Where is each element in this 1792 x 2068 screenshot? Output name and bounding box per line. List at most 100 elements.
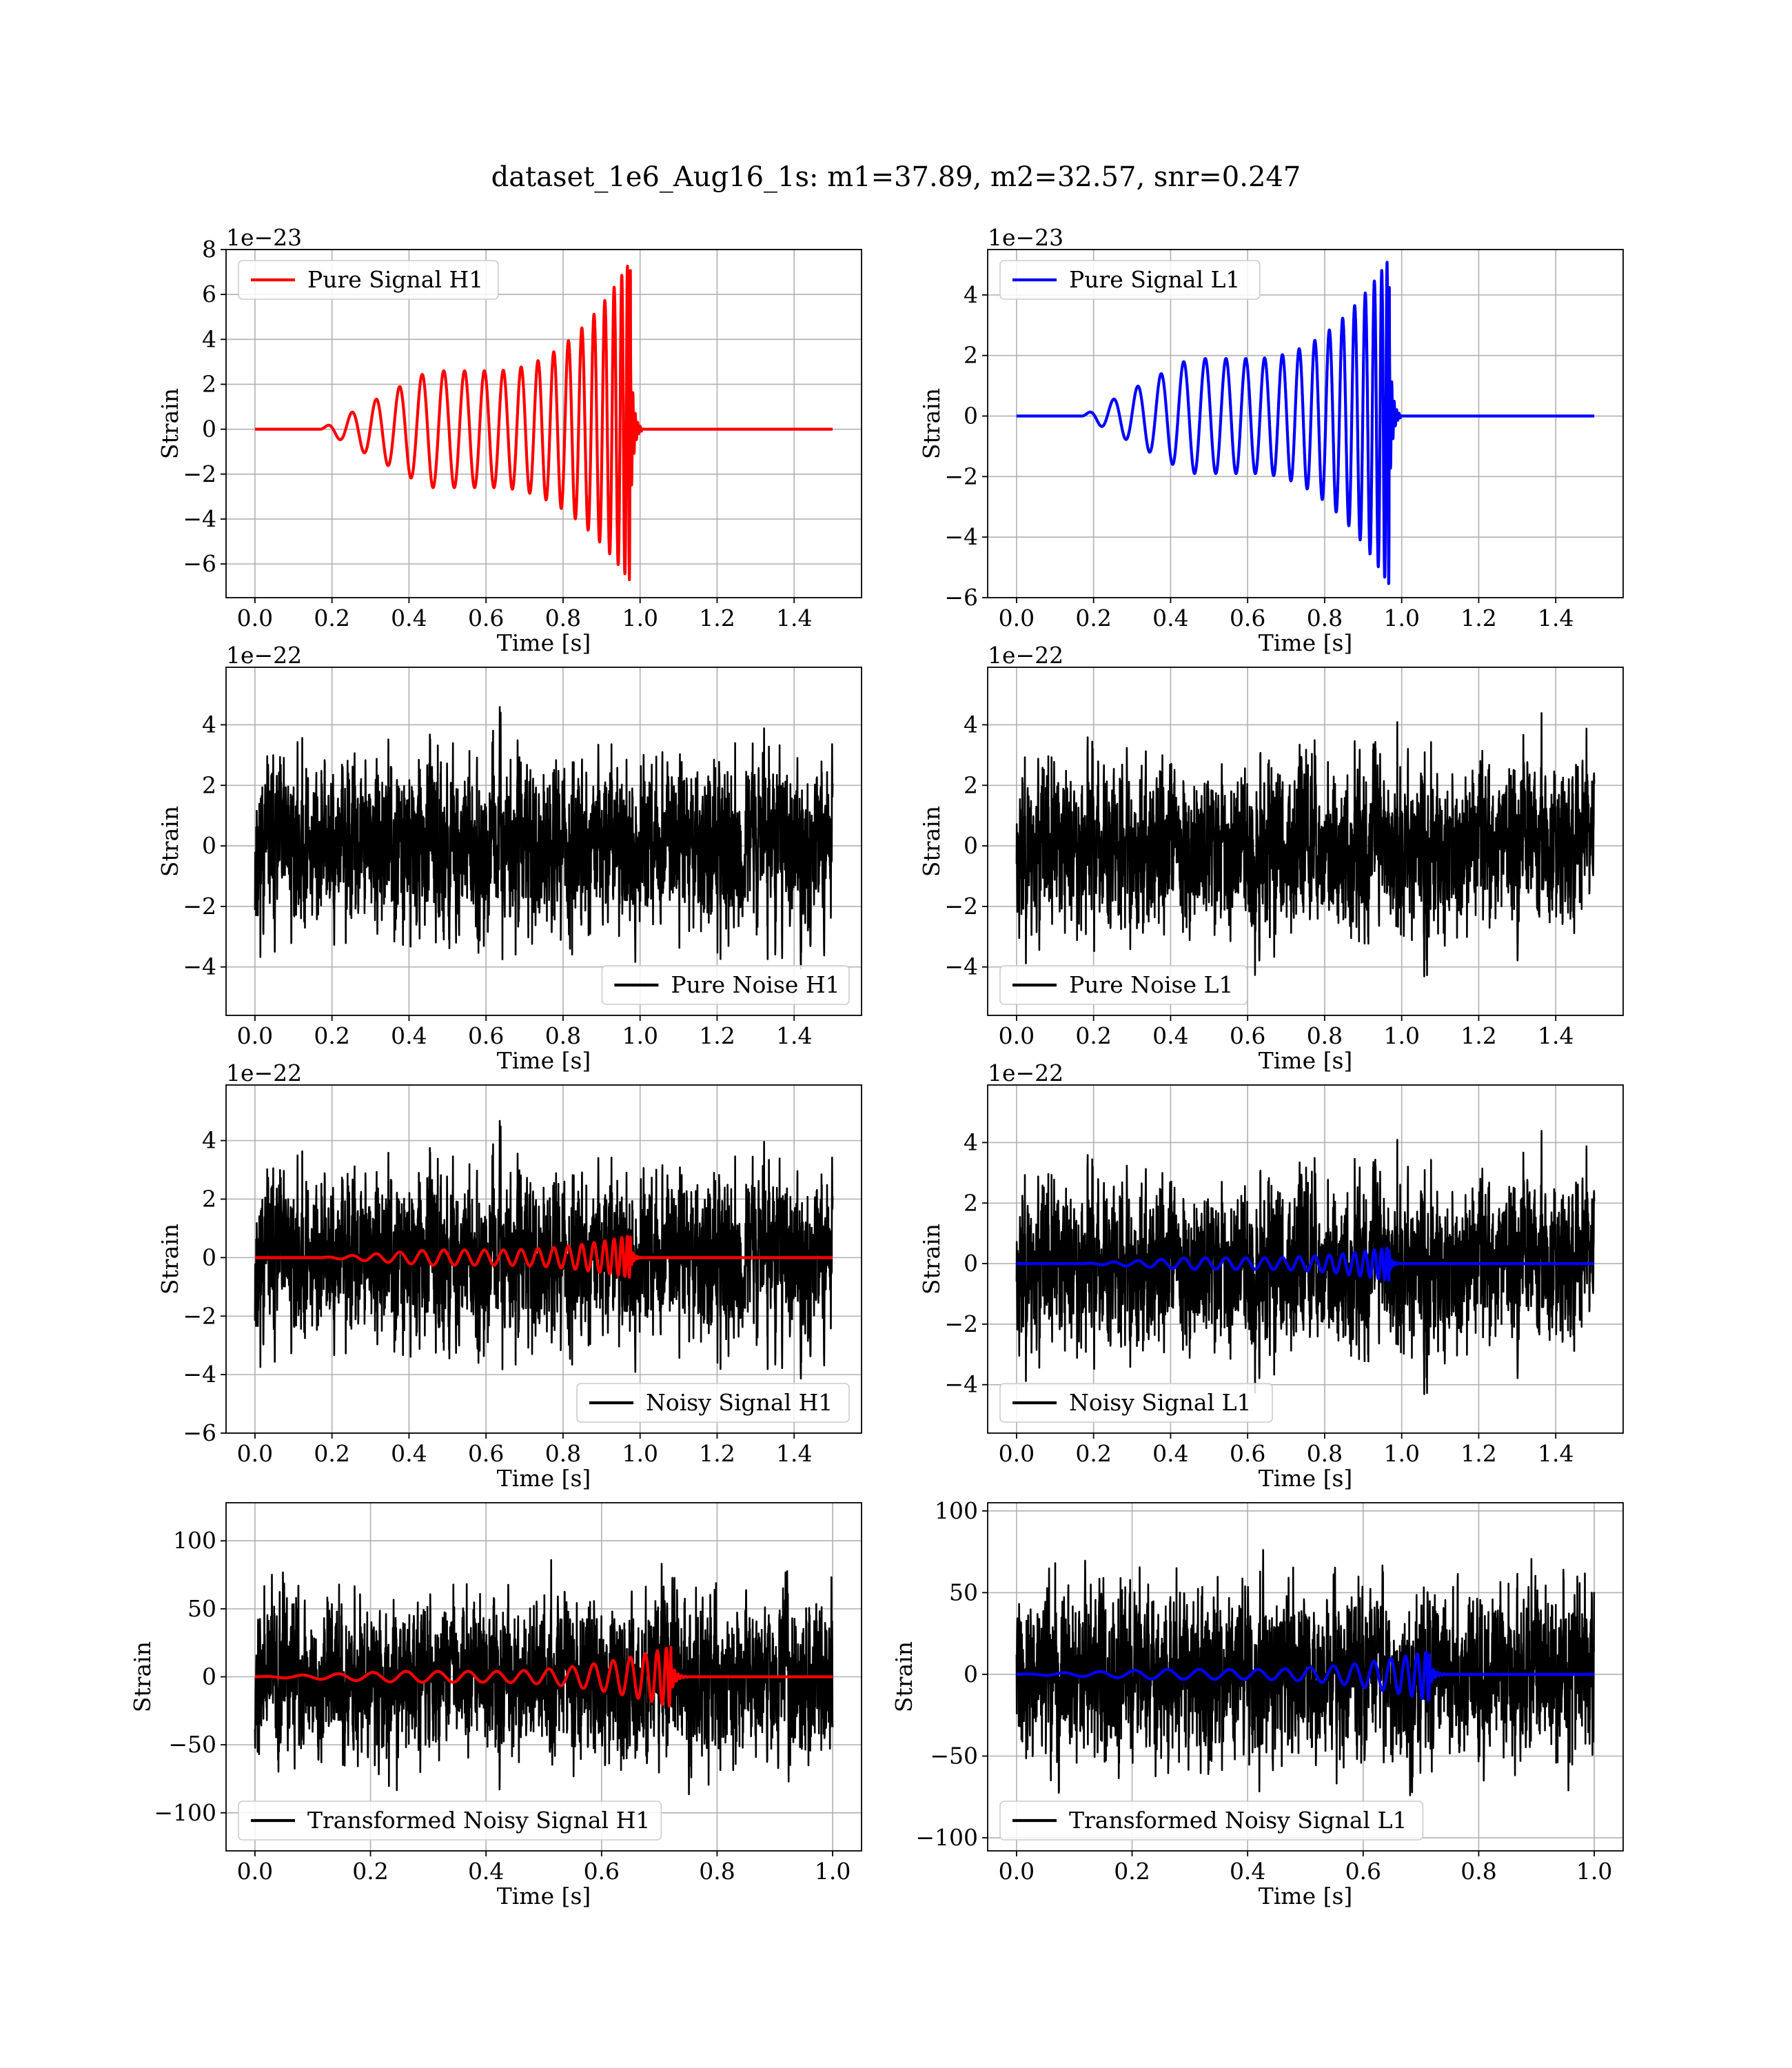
series-line-signal: [1015, 261, 1596, 585]
offset-label: 1e−22: [988, 1060, 1063, 1086]
x-tick-label: 0.0: [999, 1858, 1035, 1885]
y-tick-label: 0: [964, 832, 978, 859]
x-tick-label: 0.6: [1230, 1022, 1265, 1049]
x-tick-label: 1.0: [622, 1440, 658, 1467]
y-axis-label: Strain: [156, 806, 183, 877]
x-tick-label: 1.2: [1460, 1440, 1496, 1467]
x-tick-label: 0.4: [1152, 1022, 1188, 1049]
y-tick-label: 2: [202, 771, 216, 798]
x-tick-label: 1.4: [1538, 1440, 1574, 1467]
x-tick-label: 0.8: [1460, 1858, 1496, 1885]
y-tick-label: 4: [202, 1127, 216, 1154]
y-tick-label: 4: [964, 711, 978, 738]
plot-area: [1015, 1549, 1596, 1796]
x-tick-label: 0.6: [584, 1858, 620, 1885]
x-axis-label: Time [s]: [1259, 1883, 1353, 1909]
x-tick-label: 1.4: [1538, 605, 1574, 631]
y-tick-label: 50: [187, 1595, 216, 1622]
x-tick-label: 0.8: [1307, 1440, 1343, 1467]
series-line-noise: [254, 1559, 834, 1796]
x-tick-label: 0.2: [1075, 1022, 1111, 1049]
panel-noisy-signal-h1: 0.0 0.2 0.4 0.6 0.8 1.0 1.2 1.4 −6 −4 −2 0 2 4 Time [s…: [156, 1060, 862, 1492]
x-tick-label: 1.4: [1538, 1022, 1574, 1049]
legend: Noisy Signal H1: [576, 1383, 850, 1423]
offset-label: 1e−23: [226, 224, 302, 251]
panel-pure-signal-h1: 0.0 0.2 0.4 0.6 0.8 1.0 1.2 1.4 −6 −4 −2 0 2 4 6 8 Time …: [156, 224, 862, 656]
series-line-noise: [1015, 712, 1596, 977]
offset-label: 1e−22: [226, 1060, 302, 1086]
y-tick-label: −4: [944, 523, 978, 550]
plot-area: [1015, 1130, 1596, 1395]
series-line-signal: [253, 1235, 835, 1279]
y-tick-label: −50: [930, 1742, 978, 1769]
x-tick-label: 0.8: [545, 605, 581, 631]
legend: Pure Signal L1: [999, 260, 1261, 300]
x-tick-label: 0.2: [352, 1858, 388, 1885]
x-tick-label: 0.4: [1230, 1858, 1265, 1885]
panel-pure-noise-h1: 0.0 0.2 0.4 0.6 0.8 1.0 1.2 1.4 −4 −2 0 2 4 Time [s] S…: [156, 642, 862, 1074]
legend-label: Pure Signal L1: [1069, 266, 1240, 293]
x-tick-label: 1.2: [699, 605, 735, 631]
panel-transformed-noisy-signal-h1: 0.0 0.2 0.4 0.6 0.8 1.0 −100 −50 0 50 100 Time [s] S…: [129, 1502, 862, 1909]
x-tick-label: 1.4: [776, 1440, 812, 1467]
legend: Pure Noise L1: [999, 965, 1248, 1005]
plot-area: [253, 1119, 835, 1380]
x-tick-label: 0.8: [545, 1440, 581, 1467]
x-tick-label: 0.2: [314, 1022, 349, 1049]
x-tick-label: 0.6: [468, 1440, 504, 1467]
legend-box: [576, 1383, 850, 1423]
x-axis-label: Time [s]: [1259, 629, 1353, 656]
x-tick-label: 0.4: [468, 1858, 504, 1885]
x-tick-label: 1.0: [1383, 605, 1419, 631]
x-tick-label: 1.2: [1460, 1022, 1496, 1049]
legend-box: [601, 965, 850, 1005]
y-axis-label: Strain: [918, 806, 945, 877]
y-axis-label: Strain: [129, 1641, 156, 1712]
x-tick-label: 0.4: [391, 1022, 427, 1049]
legend-label: Noisy Signal H1: [646, 1389, 833, 1416]
y-tick-label: −4: [944, 1371, 978, 1398]
plot-area: [1015, 712, 1596, 977]
y-axis-label: Strain: [918, 388, 945, 459]
series-line-signal: [1015, 1650, 1596, 1702]
axes-frame: [225, 1084, 862, 1434]
y-tick-label: −2: [183, 1302, 216, 1329]
y-tick-label: 100: [173, 1527, 216, 1554]
legend-box: [999, 965, 1248, 1005]
y-tick-label: −2: [944, 893, 978, 920]
y-tick-label: 6: [202, 281, 216, 307]
y-tick-label: −6: [944, 584, 978, 611]
x-tick-label: 0.8: [699, 1858, 735, 1885]
y-tick-label: 0: [964, 1661, 978, 1687]
x-tick-label: 0.2: [1114, 1858, 1150, 1885]
y-tick-label: −6: [183, 1419, 216, 1446]
y-tick-label: −4: [944, 953, 978, 980]
series-line-signal: [1015, 1246, 1596, 1282]
y-tick-label: 0: [202, 832, 216, 859]
x-tick-label: 0.8: [1307, 605, 1343, 631]
legend-label: Transformed Noisy Signal L1: [1069, 1807, 1407, 1834]
plot-area: [253, 265, 835, 582]
y-tick-label: 0: [202, 1244, 216, 1270]
x-tick-label: 0.6: [468, 605, 504, 631]
x-tick-label: 0.2: [314, 605, 349, 631]
y-tick-label: −100: [154, 1799, 216, 1826]
y-tick-label: −2: [183, 460, 216, 487]
x-tick-label: 1.4: [776, 605, 812, 631]
y-tick-label: −2: [183, 893, 216, 920]
legend-label: Pure Signal H1: [307, 266, 483, 293]
y-tick-label: −6: [183, 550, 216, 577]
y-tick-label: 2: [202, 370, 216, 397]
x-tick-label: 1.0: [622, 605, 658, 631]
panel-pure-noise-l1: 0.0 0.2 0.4 0.6 0.8 1.0 1.2 1.4 −4 −2 0 2 4 Time [s] S…: [918, 642, 1624, 1074]
y-tick-label: 0: [202, 1663, 216, 1690]
x-axis-label: Time [s]: [497, 629, 591, 656]
y-tick-label: 4: [964, 1128, 978, 1155]
x-tick-label: 0.0: [237, 1858, 273, 1885]
legend-box: [999, 260, 1261, 300]
y-tick-label: 100: [935, 1497, 978, 1524]
x-tick-label: 1.0: [815, 1858, 851, 1885]
y-tick-label: −2: [944, 463, 978, 489]
x-tick-label: 0.0: [999, 1440, 1035, 1467]
